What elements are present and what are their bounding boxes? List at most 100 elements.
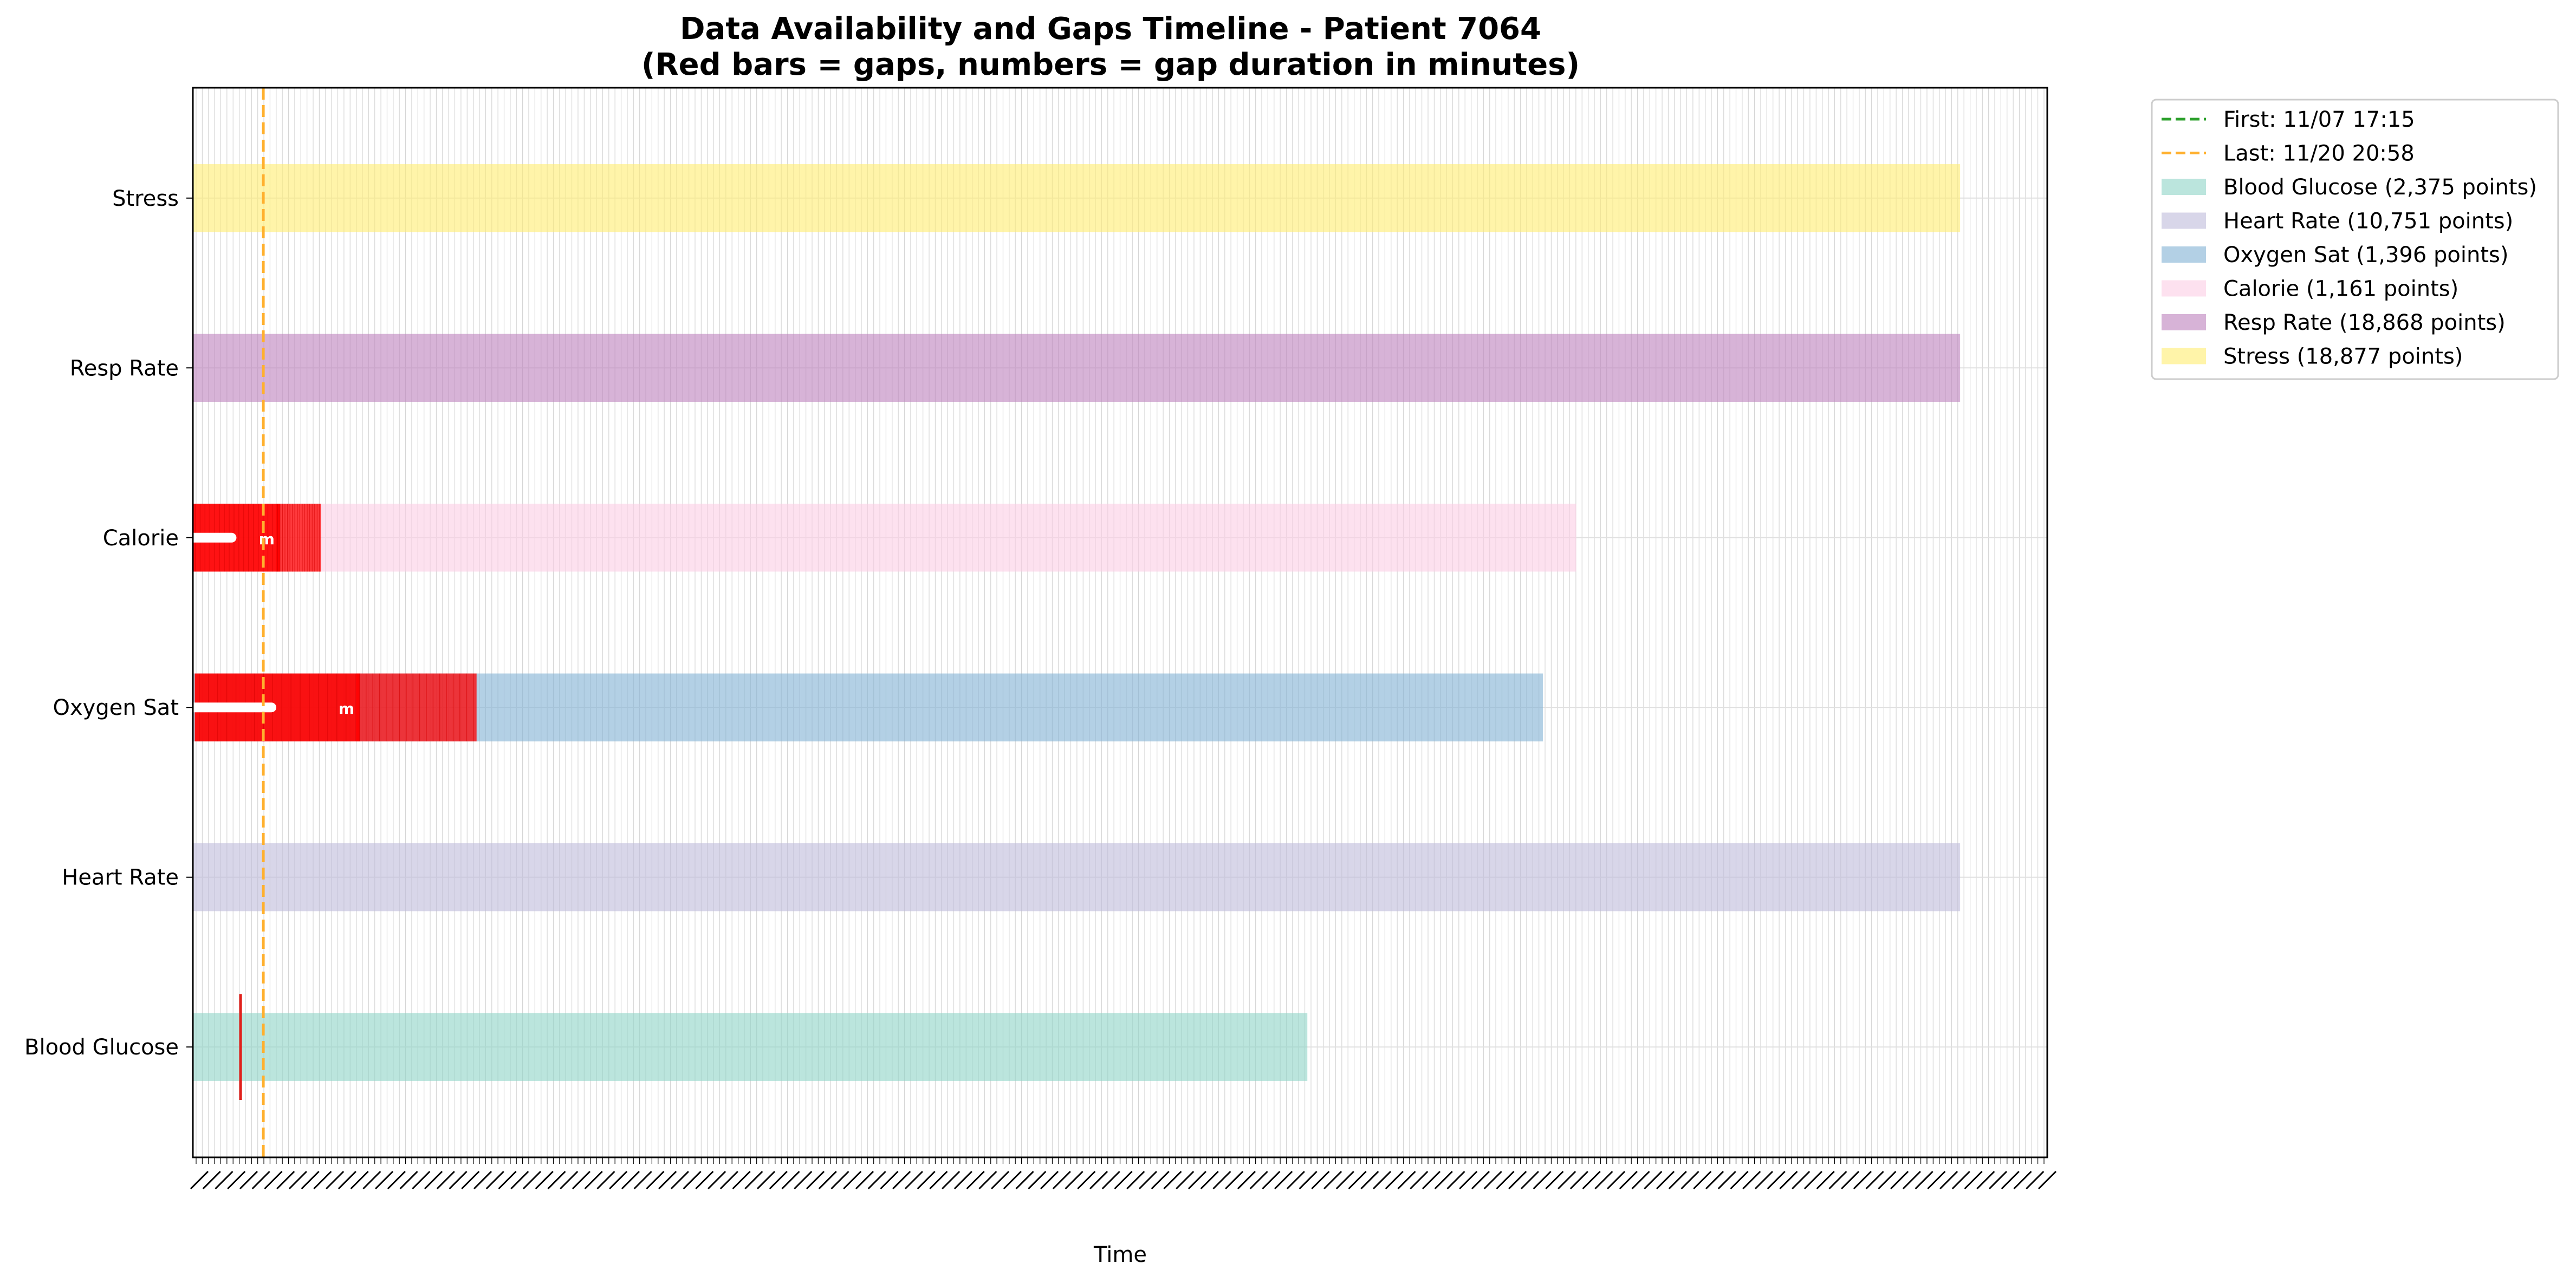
- x-tick-label: [1631, 1170, 1650, 1190]
- y-tick-label: Oxygen Sat: [53, 695, 179, 720]
- x-tick-label: [806, 1170, 825, 1190]
- x-tick-label: [560, 1170, 579, 1190]
- x-tick-label: [1138, 1170, 1158, 1190]
- x-tick-label: [535, 1170, 554, 1190]
- x-tick-label: [227, 1170, 246, 1190]
- x-tick-label: [399, 1170, 418, 1190]
- x-tick-label: [522, 1170, 542, 1190]
- x-tick-label: [1200, 1170, 1219, 1190]
- legend-patch-swatch: [2162, 280, 2206, 297]
- legend-label: Oxygen Sat (1,396 points): [2223, 243, 2508, 268]
- x-tick-label: [572, 1170, 591, 1190]
- x-tick-label: [843, 1170, 862, 1190]
- x-tick-label: [1607, 1170, 1626, 1190]
- x-tick-label: [2038, 1170, 2057, 1190]
- x-tick-label: [276, 1170, 295, 1190]
- legend-patch-swatch: [2162, 246, 2206, 263]
- x-tick-label: [1730, 1170, 1749, 1190]
- x-tick-label: [1767, 1170, 1786, 1190]
- bar-blood-glucose: [193, 1013, 1308, 1081]
- x-tick-label: [1841, 1170, 1860, 1190]
- x-tick-label: [646, 1170, 665, 1190]
- x-tick-label: [1717, 1170, 1736, 1190]
- legend-label: Calorie (1,161 points): [2223, 277, 2458, 302]
- plot-gridlines: [193, 88, 2047, 1157]
- x-tick-label: [1422, 1170, 1441, 1190]
- legend-label: First: 11/07 17:15: [2223, 107, 2415, 132]
- bar-heart-rate: [193, 843, 1961, 911]
- plot-bars: [193, 164, 1961, 1081]
- x-tick-label: [473, 1170, 492, 1190]
- bar-calorie: [193, 504, 1576, 572]
- x-tick-label: [719, 1170, 738, 1190]
- y-tick-label: Stress: [112, 186, 179, 211]
- gap-bar: [276, 504, 321, 572]
- x-tick-label: [917, 1170, 936, 1190]
- x-axis-ticks: [190, 1157, 2057, 1190]
- x-tick-label: [449, 1170, 468, 1190]
- bar-resp-rate: [193, 334, 1961, 402]
- x-tick-label: [1533, 1170, 1552, 1190]
- x-tick-label: [1126, 1170, 1145, 1190]
- legend-label: Last: 11/20 20:58: [2223, 141, 2415, 166]
- plot-gaps: mm: [178, 504, 477, 1100]
- x-tick-label: [1520, 1170, 1539, 1190]
- legend-patch-swatch: [2162, 179, 2206, 195]
- x-tick-label: [1028, 1170, 1047, 1190]
- x-tick-label: [202, 1170, 221, 1190]
- x-tick-label: [1558, 1170, 1576, 1190]
- x-tick-label: [1619, 1170, 1638, 1190]
- x-tick-label: [264, 1170, 283, 1190]
- x-tick-label: [1865, 1170, 1884, 1190]
- x-tick-label: [1459, 1170, 1478, 1190]
- y-tick-label: Blood Glucose: [24, 1035, 179, 1060]
- legend-label: Blood Glucose (2,375 points): [2223, 175, 2537, 200]
- x-tick-label: [978, 1170, 997, 1190]
- x-tick-label: [1656, 1170, 1675, 1190]
- x-tick-label: [1964, 1170, 1983, 1190]
- x-tick-label: [326, 1170, 345, 1190]
- x-tick-label: [966, 1170, 985, 1190]
- x-tick-label: [2026, 1170, 2045, 1190]
- x-tick-label: [1915, 1170, 1933, 1190]
- x-tick-label: [412, 1170, 431, 1190]
- x-tick-label: [1779, 1170, 1798, 1190]
- x-tick-label: [670, 1170, 689, 1190]
- y-tick-label: Resp Rate: [70, 356, 179, 381]
- x-tick-label: [991, 1170, 1010, 1190]
- x-tick-label: [1693, 1170, 1712, 1190]
- x-tick-label: [1754, 1170, 1774, 1190]
- x-tick-label: [1569, 1170, 1588, 1190]
- x-tick-label: [1114, 1170, 1133, 1190]
- x-tick-label: [818, 1170, 837, 1190]
- x-tick-label: [350, 1170, 369, 1190]
- x-tick-label: [1015, 1170, 1034, 1190]
- x-tick-label: [867, 1170, 886, 1190]
- x-tick-label: [547, 1170, 566, 1190]
- x-tick-label: [1939, 1170, 1958, 1190]
- x-tick-label: [904, 1170, 923, 1190]
- x-tick-label: [215, 1170, 233, 1190]
- x-tick-label: [2001, 1170, 2020, 1190]
- x-tick-label: [1348, 1170, 1367, 1190]
- x-tick-label: [1976, 1170, 1995, 1190]
- x-tick-label: [1323, 1170, 1342, 1190]
- x-tick-label: [338, 1170, 356, 1190]
- x-tick-label: [239, 1170, 258, 1190]
- legend-items: First: 11/07 17:15 Last: 11/20 20:58 Blood…: [2162, 107, 2537, 369]
- x-tick-label: [1212, 1170, 1231, 1190]
- x-tick-label: [929, 1170, 948, 1190]
- x-tick-label: [1890, 1170, 1909, 1190]
- x-tick-label: [1101, 1170, 1120, 1190]
- legend-patch-swatch: [2162, 314, 2206, 330]
- x-tick-label: [1077, 1170, 1096, 1190]
- x-tick-label: [1508, 1170, 1527, 1190]
- legend-patch-swatch: [2162, 348, 2206, 364]
- gap-bar: [239, 994, 242, 1100]
- x-tick-label: [708, 1170, 726, 1190]
- x-tick-label: [1372, 1170, 1392, 1190]
- x-tick-label: [1878, 1170, 1897, 1190]
- x-tick-label: [855, 1170, 874, 1190]
- x-tick-label: [1742, 1170, 1761, 1190]
- x-tick-label: [1803, 1170, 1823, 1190]
